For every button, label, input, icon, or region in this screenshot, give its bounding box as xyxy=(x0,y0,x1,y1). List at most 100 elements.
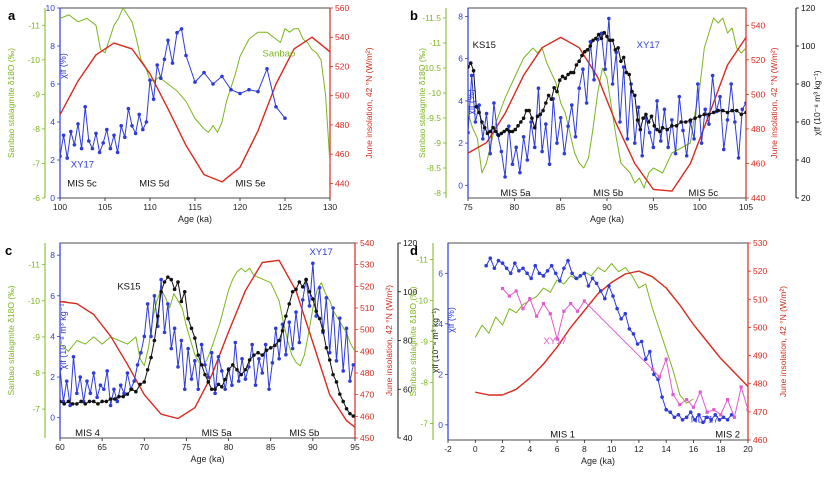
data-point xyxy=(482,125,487,130)
data-point xyxy=(517,268,521,273)
data-point xyxy=(488,151,493,156)
y-tick-label: -9 xyxy=(420,337,428,347)
data-point xyxy=(658,129,662,134)
data-point xyxy=(193,359,197,363)
data-point xyxy=(123,135,127,139)
data-point xyxy=(546,93,551,98)
data-point xyxy=(216,382,221,387)
data-point xyxy=(223,387,227,392)
y-tick-label: 440 xyxy=(751,193,765,203)
data-point xyxy=(636,105,641,110)
data-point xyxy=(280,328,285,333)
y-axis-green: -7 -8 -9 -10 -11 Sanbao stalagmite δ18O (‰) xyxy=(408,243,434,440)
y-axis-title-blue: χlf (%) xyxy=(466,89,476,115)
data-point xyxy=(525,158,530,162)
data-point xyxy=(558,115,563,120)
data-point xyxy=(317,316,322,321)
data-point xyxy=(555,141,559,145)
y-tick-label: 4 xyxy=(438,319,443,329)
annotation: KS15 xyxy=(473,40,496,51)
series-line-sanbao xyxy=(60,267,355,367)
data-point xyxy=(144,120,149,124)
data-point xyxy=(553,271,558,276)
data-point xyxy=(238,91,242,96)
data-point xyxy=(122,391,126,396)
data-point xyxy=(260,371,265,375)
data-point xyxy=(334,359,339,363)
data-point xyxy=(577,59,581,63)
data-point xyxy=(189,326,194,331)
data-point xyxy=(341,399,346,404)
x-tick-label: 85 xyxy=(556,202,566,212)
y-axis-title-blue: χlf (%) xyxy=(58,53,68,79)
y-tick-label: 440 xyxy=(335,178,349,188)
data-point xyxy=(739,385,743,389)
y-axis-black: 20 40 60 80 100 120 χlf (10⁻⁸ m³ kg⁻¹) xyxy=(795,3,822,203)
data-point xyxy=(169,346,174,351)
data-point xyxy=(273,343,277,348)
data-point xyxy=(640,153,645,158)
data-point xyxy=(672,415,677,420)
data-point xyxy=(588,44,593,48)
data-point xyxy=(692,137,696,141)
y-axis-red: 450 460 470 480 490 500 510 520 530 540 June insol… xyxy=(354,238,394,443)
y-tick-label: 540 xyxy=(335,32,349,42)
annotation: XY17 xyxy=(309,247,332,258)
data-point xyxy=(662,107,667,112)
data-point xyxy=(321,328,325,333)
data-point xyxy=(314,309,319,314)
data-point xyxy=(331,306,335,310)
data-point xyxy=(709,417,713,422)
data-point xyxy=(729,82,733,86)
data-point xyxy=(680,417,685,422)
y-tick-label: 510 xyxy=(753,294,767,304)
data-point xyxy=(603,67,607,72)
data-point xyxy=(746,408,748,412)
data-point xyxy=(468,61,473,65)
data-point xyxy=(186,316,190,321)
data-point xyxy=(590,276,595,281)
data-point xyxy=(91,399,96,404)
data-point xyxy=(125,392,130,396)
data-point xyxy=(643,357,648,361)
data-point xyxy=(62,402,67,406)
y-tick-label: -8 xyxy=(433,188,441,198)
data-point xyxy=(532,125,537,130)
y-tick-label: -8 xyxy=(32,368,40,378)
data-point xyxy=(71,354,76,359)
data-point xyxy=(112,133,116,138)
data-point xyxy=(270,361,275,365)
y-tick-label: 120 xyxy=(403,238,417,248)
x-tick-label: 10 xyxy=(607,444,617,454)
data-point xyxy=(243,377,248,381)
data-point xyxy=(635,342,640,346)
data-point xyxy=(202,70,206,75)
data-point xyxy=(494,129,498,134)
data-point xyxy=(547,162,552,167)
x-tick-label: 95 xyxy=(649,202,659,212)
data-point xyxy=(253,383,258,387)
y-tick-label: -10 xyxy=(416,295,429,305)
data-point xyxy=(633,93,637,98)
data-point xyxy=(725,110,730,115)
data-point xyxy=(670,124,674,128)
y-tick-label: -9.5 xyxy=(426,113,441,123)
annotation: XY17 xyxy=(543,336,566,347)
y-axis-title-green: Sanbao stalagmite δ18O (‰) xyxy=(6,48,16,158)
data-point xyxy=(284,352,288,357)
data-point xyxy=(586,284,591,288)
data-point xyxy=(226,367,231,372)
data-point xyxy=(730,108,734,113)
data-point xyxy=(530,116,534,120)
x-axis-title: Age (ka) xyxy=(581,456,615,466)
y-tick-label: -11 xyxy=(416,254,428,264)
data-point xyxy=(91,371,96,375)
data-point xyxy=(499,149,504,154)
y-tick-label: -8.5 xyxy=(426,163,441,173)
data-point xyxy=(182,289,187,294)
y-tick-label: 6 xyxy=(50,291,55,301)
data-point xyxy=(607,38,612,43)
data-point xyxy=(665,127,670,132)
data-point xyxy=(179,27,184,31)
